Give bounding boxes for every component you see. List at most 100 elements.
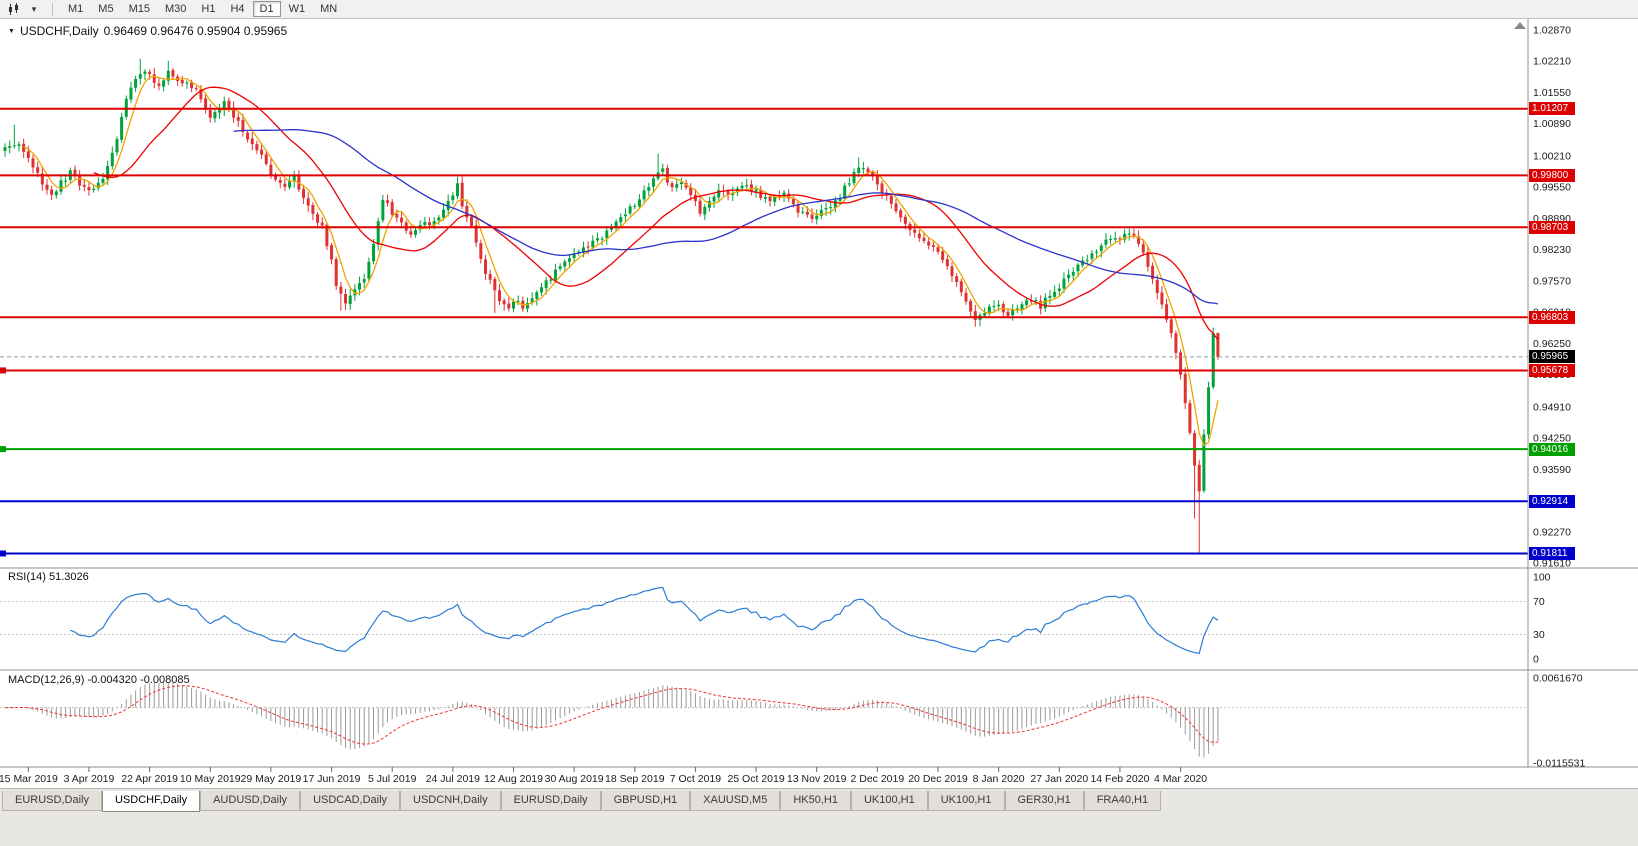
candle-body bbox=[843, 185, 847, 199]
candle-body bbox=[847, 183, 851, 185]
candle-body bbox=[442, 209, 446, 218]
candle-body bbox=[395, 213, 399, 218]
candle-body bbox=[852, 172, 856, 184]
timeframe-button-M15[interactable]: M15 bbox=[128, 3, 150, 15]
timeframe-button-M1[interactable]: M1 bbox=[68, 3, 84, 15]
candle-body bbox=[754, 189, 758, 192]
candle-body bbox=[1053, 291, 1057, 297]
chart-tab[interactable]: USDCNH,Daily bbox=[400, 791, 501, 811]
candle-body bbox=[1123, 233, 1127, 240]
candle-body bbox=[549, 279, 553, 281]
candle-body bbox=[185, 82, 189, 84]
candle-body bbox=[577, 251, 581, 253]
chart-shift-marker[interactable] bbox=[1514, 22, 1526, 29]
candle-body bbox=[997, 304, 1001, 307]
candle-body bbox=[1011, 309, 1015, 316]
candle-body bbox=[647, 187, 651, 191]
candle-body bbox=[1048, 295, 1052, 298]
candle-body bbox=[1211, 333, 1215, 388]
candle-body bbox=[218, 108, 222, 113]
chart-area: 1.02870 1.02210 1.01550 1.00890 1.00210 0.995… bbox=[0, 19, 1638, 788]
axis-label: 1.00210 bbox=[1533, 150, 1571, 162]
candle-body bbox=[819, 209, 823, 216]
chart-tab[interactable]: XAUUSD,M5 bbox=[690, 791, 781, 811]
chart-tab[interactable]: USDCAD,Daily bbox=[300, 791, 401, 811]
chart-tab[interactable]: UK100,H1 bbox=[850, 791, 928, 811]
candle-body bbox=[609, 227, 613, 230]
candle-body bbox=[204, 98, 208, 110]
candlestick-chart-icon[interactable] bbox=[4, 2, 24, 17]
timeframe-buttons: M1 M5 M15 M30 H1 H4 D1 W1 MN bbox=[61, 1, 345, 17]
candle-body bbox=[941, 251, 945, 260]
timeframe-button-M30[interactable]: M30 bbox=[164, 3, 187, 15]
candle-body bbox=[64, 180, 68, 182]
candle-body bbox=[26, 151, 30, 159]
candle-body bbox=[913, 229, 917, 233]
timeframe-button-MN[interactable]: MN bbox=[320, 3, 338, 15]
candle-body bbox=[731, 192, 735, 196]
candle-body bbox=[1188, 403, 1192, 433]
axis-label: 7 Oct 2019 bbox=[670, 773, 722, 785]
candle-body bbox=[1202, 434, 1206, 491]
chart-tab[interactable]: EURUSD,Daily bbox=[2, 791, 102, 811]
ma-line-50 bbox=[233, 128, 1219, 305]
axis-label: 0.98230 bbox=[1533, 244, 1571, 256]
candle-body bbox=[558, 266, 562, 269]
axis-label: -0.0115531 bbox=[1533, 757, 1586, 769]
axis-label: 100 bbox=[1533, 572, 1551, 584]
candle-body bbox=[507, 303, 511, 309]
candle-body bbox=[171, 70, 175, 77]
candle-body bbox=[348, 295, 352, 305]
time-axis[interactable]: 15 Mar 2019 3 Apr 2019 22 Apr 2019 10 May 2… bbox=[0, 767, 1207, 785]
candle-body bbox=[302, 189, 306, 198]
candle-body bbox=[255, 144, 259, 151]
axis-label: 30 bbox=[1533, 629, 1545, 641]
level-edge-marker[interactable] bbox=[0, 550, 6, 557]
candle-body bbox=[479, 243, 483, 259]
candle-body bbox=[773, 196, 777, 202]
candle-body bbox=[1071, 271, 1075, 276]
axis-label: 8 Jan 2020 bbox=[973, 773, 1025, 785]
chart-menu-icon[interactable]: ▼ bbox=[8, 27, 15, 35]
level-edge-marker[interactable] bbox=[0, 446, 6, 453]
chart-tab[interactable]: EURUSD,Daily bbox=[500, 791, 601, 811]
level-edge-marker[interactable] bbox=[0, 367, 6, 374]
chart-tab[interactable]: AUDUSD,Daily bbox=[200, 791, 301, 811]
price-level-badge: 0.92914 bbox=[1529, 495, 1575, 508]
candle-body bbox=[973, 311, 977, 321]
chart-canvas[interactable]: 1.02870 1.02210 1.01550 1.00890 1.00210 0.995… bbox=[0, 19, 1638, 788]
candle-body bbox=[1020, 304, 1024, 310]
candle-body bbox=[1085, 259, 1089, 261]
chart-tab[interactable]: GER30,H1 bbox=[1004, 791, 1084, 811]
axis-label: 2 Dec 2019 bbox=[850, 773, 904, 785]
timeframe-button-W1[interactable]: W1 bbox=[288, 3, 306, 15]
candle-body bbox=[227, 100, 231, 109]
macd-indicator-label: MACD(12,26,9) -0.004320 -0.008085 bbox=[8, 674, 190, 686]
candle-body bbox=[381, 200, 385, 221]
timeframe-button-D1[interactable]: D1 bbox=[252, 1, 281, 17]
timeframe-button-M5[interactable]: M5 bbox=[98, 3, 114, 15]
chart-tab[interactable]: HK50,H1 bbox=[780, 791, 851, 811]
candle-body bbox=[805, 211, 809, 215]
chart-tab[interactable]: FRA40,H1 bbox=[1083, 791, 1162, 811]
candle-body bbox=[1160, 292, 1164, 305]
candle-body bbox=[1090, 253, 1094, 259]
chart-tab[interactable]: GBPUSD,H1 bbox=[600, 791, 691, 811]
candle-body bbox=[428, 222, 432, 226]
candle-body bbox=[451, 195, 455, 201]
candle-body bbox=[563, 261, 567, 267]
candle-body bbox=[922, 237, 926, 241]
price-axis[interactable]: 1.02870 1.02210 1.01550 1.00890 1.00210 0.995… bbox=[1533, 25, 1586, 770]
candle-body bbox=[1165, 304, 1169, 320]
candle-body bbox=[493, 279, 497, 291]
candle-body bbox=[768, 196, 772, 202]
candle-body bbox=[1155, 279, 1159, 294]
timeframe-button-H1[interactable]: H1 bbox=[201, 3, 216, 15]
candle-body bbox=[330, 245, 334, 260]
chevron-down-icon[interactable]: ▾ bbox=[31, 3, 37, 14]
chart-tab[interactable]: USDCHF,Daily bbox=[101, 791, 201, 812]
candle-body bbox=[437, 217, 441, 221]
axis-label: 0.99550 bbox=[1533, 182, 1571, 194]
timeframe-button-H4[interactable]: H4 bbox=[230, 3, 245, 15]
chart-tab[interactable]: UK100,H1 bbox=[927, 791, 1005, 811]
